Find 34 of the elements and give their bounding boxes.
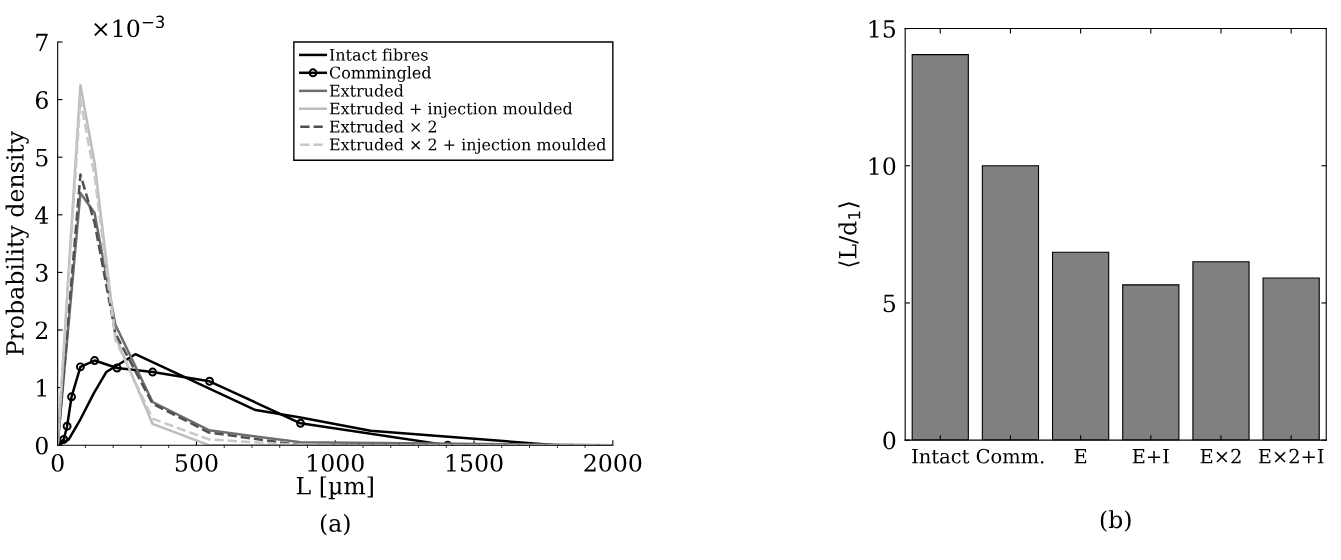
legend-label: Intact fibres	[329, 48, 428, 61]
y-tick-label: 7	[36, 33, 48, 51]
y-axis-title: ⟨L/d$_{1}$⟩	[838, 202, 861, 267]
y-tick-label: 4	[35, 206, 49, 224]
x-tick-label: 0	[51, 453, 64, 472]
text: (a)	[320, 513, 350, 536]
y-tick-label: 15	[869, 20, 896, 38]
y-tick-label: 3	[36, 263, 48, 282]
x-tick-label: Comm.	[976, 448, 1044, 464]
x-tick-label: E	[1074, 449, 1087, 464]
y-tick-label: 0	[883, 431, 896, 450]
x-tick-label: E×2	[1200, 448, 1241, 464]
x-tick-label: E×2+I	[1258, 448, 1324, 464]
legend-label: Extruded + injection moulded	[329, 102, 573, 118]
x-tick-label: Intact	[912, 449, 970, 464]
y-tick-label: 2	[35, 321, 48, 339]
x-tick-label: 2000	[584, 453, 642, 472]
legend-label: Extruded	[329, 84, 404, 97]
legend-label: Extruded × 2	[329, 120, 437, 133]
x-tick-label: 500	[175, 453, 218, 472]
x-tick-label: E+I	[1132, 449, 1169, 464]
y-tick-label: 5	[36, 148, 48, 167]
x-tick-label: 1500	[446, 453, 503, 472]
y-axis-title: Probability density	[5, 130, 29, 356]
y-tick-label: 5	[883, 294, 896, 313]
x-axis-title: L [µm]	[296, 476, 373, 500]
y-tick-label: 6	[35, 91, 48, 109]
legend-label: Commingled	[329, 66, 432, 82]
y-tick-label: 1	[37, 379, 46, 397]
y-tick-label: 10	[869, 157, 896, 176]
legend-label: Extruded × 2 + injection moulded	[329, 138, 606, 154]
x-tick-label: 1000	[308, 453, 364, 472]
text: ×10$^{−3}$	[94, 15, 165, 38]
text: (b)	[1100, 510, 1131, 532]
